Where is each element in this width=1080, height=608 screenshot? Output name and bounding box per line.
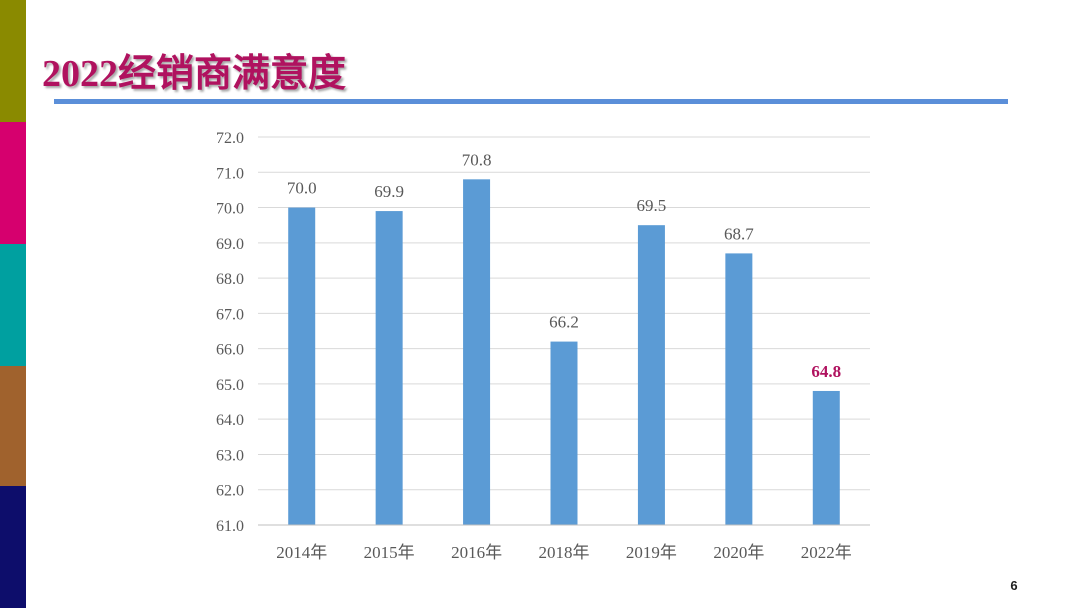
y-tick-label: 71.0 <box>216 165 244 182</box>
sidebar-block-brown <box>0 366 26 486</box>
data-label: 69.5 <box>637 196 667 215</box>
data-label: 68.7 <box>724 224 754 243</box>
data-label: 66.2 <box>549 313 579 332</box>
y-tick-label: 61.0 <box>216 518 244 535</box>
data-label: 64.8 <box>811 362 841 381</box>
y-tick-label: 63.0 <box>216 447 244 464</box>
y-tick-label: 68.0 <box>216 271 244 288</box>
bar <box>288 207 316 525</box>
y-tick-label: 70.0 <box>216 201 244 218</box>
y-tick-label: 65.0 <box>216 377 244 394</box>
y-tick-label: 67.0 <box>216 306 244 323</box>
bar <box>637 225 665 525</box>
data-label: 70.8 <box>462 150 492 169</box>
sidebar-block-olive <box>0 0 26 122</box>
bar <box>463 179 491 525</box>
y-tick-label: 69.0 <box>216 236 244 253</box>
sidebar-block-navy <box>0 486 26 608</box>
x-tick-label: 2014年 <box>276 543 327 562</box>
bar <box>375 211 403 525</box>
x-tick-label: 2020年 <box>713 543 764 562</box>
decorative-sidebar <box>0 0 26 608</box>
y-tick-label: 72.0 <box>216 130 244 147</box>
page-number: 6 <box>1010 578 1018 593</box>
x-tick-label: 2016年 <box>451 543 502 562</box>
x-tick-label: 2015年 <box>364 543 415 562</box>
x-tick-label: 2022年 <box>801 543 852 562</box>
x-tick-label: 2019年 <box>626 543 677 562</box>
y-tick-label: 64.0 <box>216 412 244 429</box>
x-tick-label: 2018年 <box>539 543 590 562</box>
y-tick-label: 62.0 <box>216 483 244 500</box>
bar <box>725 253 753 525</box>
data-label: 70.0 <box>287 179 317 198</box>
bar <box>550 341 578 525</box>
sidebar-block-magenta <box>0 122 26 244</box>
sidebar-block-teal <box>0 244 26 366</box>
slide-title: 2022经销商满意度 <box>42 53 347 95</box>
bar <box>812 390 840 525</box>
title-underline <box>54 99 1008 104</box>
data-label: 69.9 <box>374 182 404 201</box>
y-tick-label: 66.0 <box>216 342 244 359</box>
